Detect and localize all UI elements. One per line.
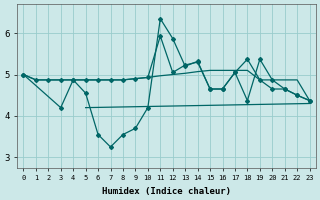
X-axis label: Humidex (Indice chaleur): Humidex (Indice chaleur) [102,187,231,196]
